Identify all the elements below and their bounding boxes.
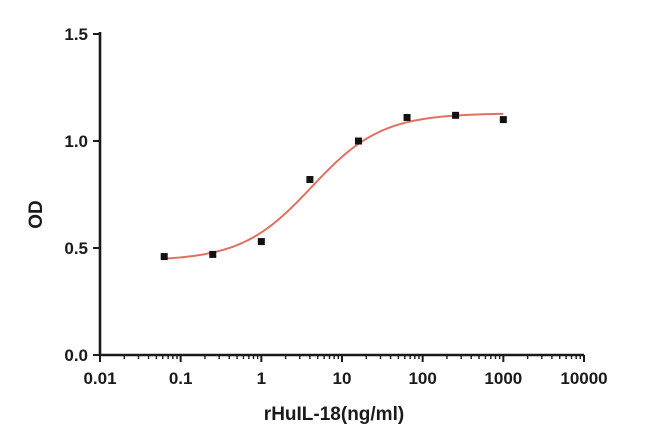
data-point — [354, 137, 362, 145]
axes — [98, 32, 584, 357]
data-points — [160, 111, 507, 261]
x-tick-label: 10000 — [560, 369, 607, 388]
data-point — [160, 253, 168, 261]
data-point — [452, 111, 460, 119]
x-tick-label: 1000 — [484, 369, 522, 388]
fit-curve — [164, 112, 504, 260]
data-point — [257, 238, 265, 246]
y-tick-label: 0.0 — [64, 346, 88, 365]
x-tick-label: 10 — [333, 369, 352, 388]
x-axis-title: rHuIL-18(ng/ml) — [264, 404, 404, 425]
x-tick-label: 0.01 — [83, 369, 116, 388]
y-axis-ticks: 0.0 0.5 1.0 1.5 — [64, 25, 100, 365]
x-axis-ticks: 0.01 0.1 1 10 100 1000 10000 — [83, 355, 608, 388]
y-tick-label: 1.5 — [64, 25, 88, 44]
x-tick-label: 1 — [257, 369, 266, 388]
data-point — [306, 176, 314, 184]
data-point — [209, 250, 217, 258]
data-point — [403, 113, 411, 121]
y-tick-label: 0.5 — [64, 239, 88, 258]
x-tick-label: 0.1 — [169, 369, 193, 388]
y-axis-title: OD — [26, 200, 47, 229]
data-point — [499, 116, 507, 124]
y-tick-label: 1.0 — [64, 132, 88, 151]
x-tick-label: 100 — [408, 369, 436, 388]
